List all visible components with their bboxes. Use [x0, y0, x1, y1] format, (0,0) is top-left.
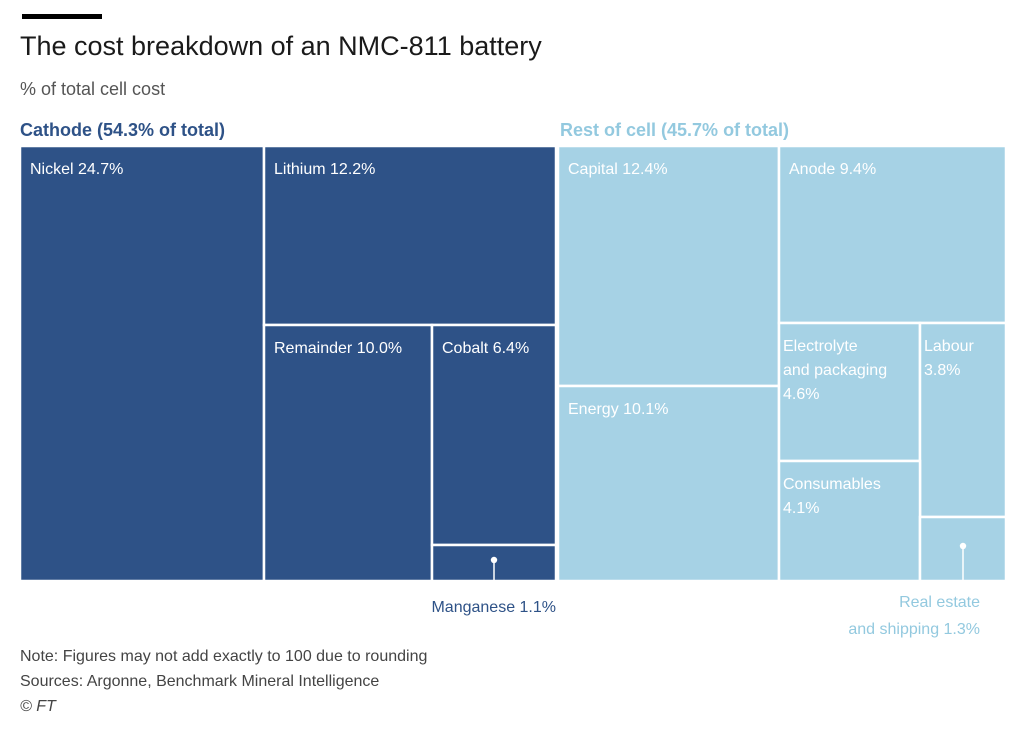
footer-note: Note: Figures may not add exactly to 100… — [20, 648, 428, 665]
treemap-chart: Nickel 24.7% Lithium 12.2% Remainder 10.0%… — [18, 144, 1008, 638]
tile-nickel — [18, 144, 266, 583]
chart-subtitle: % of total cell cost — [20, 79, 166, 99]
tile-label-nickel: Nickel 24.7% — [30, 161, 123, 178]
tile-consumables — [777, 459, 922, 583]
tile-capital — [556, 144, 781, 388]
tile-remainder — [262, 323, 434, 583]
tile-label-real-estate: Real estate and shipping 1.3% — [848, 594, 980, 638]
tile-label-consumables: Consumables 4.1% — [783, 476, 881, 517]
tile-label-capital: Capital 12.4% — [568, 161, 668, 178]
tile-cobalt — [430, 323, 558, 547]
group-label-rest-of-cell: Rest of cell (45.7% of total) — [560, 120, 790, 140]
tile-label-remainder: Remainder 10.0% — [274, 340, 402, 357]
leader-dot-manganese — [490, 556, 498, 564]
tile-label-energy: Energy 10.1% — [568, 401, 669, 418]
chart-title: The cost breakdown of an NMC-811 battery — [20, 31, 542, 61]
leader-dot-real-estate — [959, 542, 967, 550]
tile-energy — [556, 384, 781, 583]
tile-labour — [918, 321, 1008, 519]
footer-sources: Sources: Argonne, Benchmark Mineral Inte… — [20, 673, 380, 690]
group-label-cathode: Cathode (54.3% of total) — [20, 120, 226, 140]
tile-label-anode: Anode 9.4% — [789, 161, 876, 178]
tile-electrolyte — [777, 321, 922, 463]
tile-label-lithium: Lithium 12.2% — [274, 161, 375, 178]
title-rule — [22, 14, 102, 19]
tile-label-cobalt: Cobalt 6.4% — [442, 340, 529, 357]
tile-label-electrolyte: Electrolyte and packaging 4.6% — [783, 338, 887, 403]
tile-label-manganese: Manganese 1.1% — [431, 599, 556, 616]
footer-credit: © FT — [20, 698, 56, 715]
tile-label-labour: Labour 3.8% — [924, 338, 974, 379]
tile-anode — [777, 144, 1008, 325]
